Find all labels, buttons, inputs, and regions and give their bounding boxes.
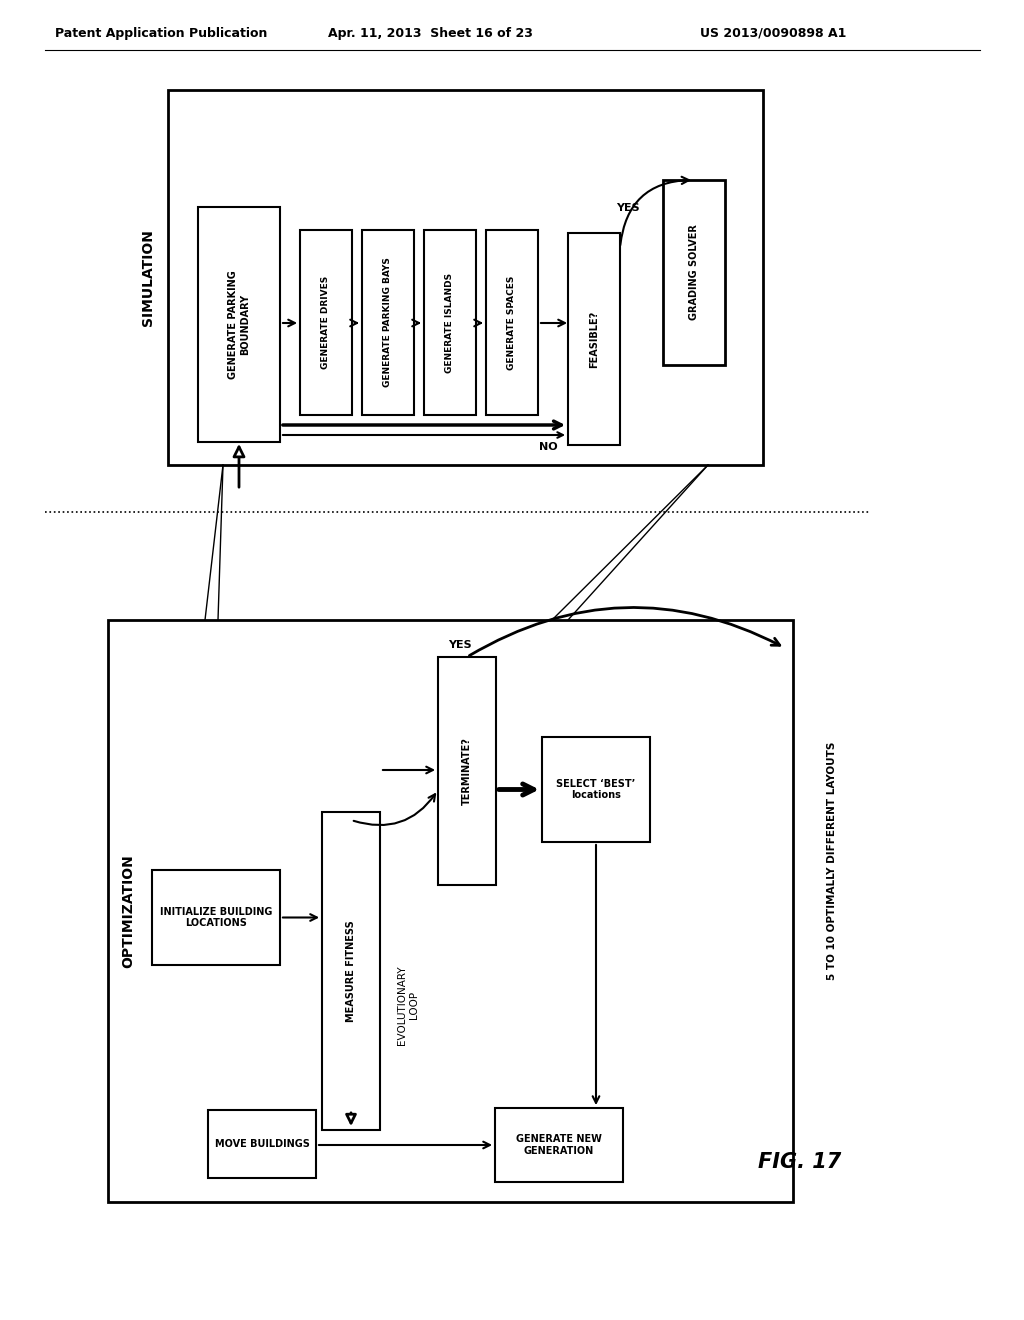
- FancyArrowPatch shape: [469, 607, 779, 656]
- FancyArrowPatch shape: [234, 447, 244, 487]
- Bar: [542, 737, 650, 842]
- Text: OPTIMIZATION: OPTIMIZATION: [121, 854, 135, 968]
- Text: EVOLUTIONARY
LOOP: EVOLUTIONARY LOOP: [397, 965, 419, 1045]
- Text: SELECT ‘BEST’
locations: SELECT ‘BEST’ locations: [556, 779, 636, 800]
- FancyArrowPatch shape: [621, 177, 689, 246]
- Text: FIG. 17: FIG. 17: [758, 1152, 842, 1172]
- FancyArrowPatch shape: [346, 1113, 355, 1123]
- Text: MOVE BUILDINGS: MOVE BUILDINGS: [215, 1139, 309, 1148]
- Text: YES: YES: [449, 640, 472, 649]
- Bar: [438, 657, 496, 884]
- Text: GENERATE DRIVES: GENERATE DRIVES: [322, 276, 331, 370]
- Bar: [568, 234, 620, 445]
- Text: MEASURE FITNESS: MEASURE FITNESS: [346, 920, 356, 1022]
- Bar: [495, 1107, 623, 1181]
- Bar: [168, 90, 763, 465]
- Bar: [486, 230, 538, 414]
- Text: GENERATE NEW
GENERATION: GENERATE NEW GENERATION: [516, 1134, 602, 1156]
- FancyArrowPatch shape: [499, 784, 534, 795]
- Text: GENERATE ISLANDS: GENERATE ISLANDS: [445, 272, 455, 372]
- Text: FEASIBLE?: FEASIBLE?: [589, 310, 599, 368]
- Text: GENERATE PARKING BAYS: GENERATE PARKING BAYS: [384, 257, 392, 388]
- Text: TERMINATE?: TERMINATE?: [462, 737, 472, 805]
- Text: 5 TO 10 OPTIMALLY DIFFERENT LAYOUTS: 5 TO 10 OPTIMALLY DIFFERENT LAYOUTS: [827, 742, 837, 981]
- Text: Patent Application Publication: Patent Application Publication: [55, 26, 267, 40]
- FancyArrowPatch shape: [353, 795, 435, 825]
- Bar: [208, 1110, 316, 1177]
- Text: GENERATE SPACES: GENERATE SPACES: [508, 276, 516, 370]
- Bar: [362, 230, 414, 414]
- Bar: [322, 812, 380, 1130]
- Text: INITIALIZE BUILDING
LOCATIONS: INITIALIZE BUILDING LOCATIONS: [160, 907, 272, 928]
- Bar: [424, 230, 476, 414]
- Text: GENERATE PARKING
BOUNDARY: GENERATE PARKING BOUNDARY: [228, 271, 250, 379]
- Bar: [108, 620, 793, 1203]
- Bar: [198, 207, 280, 442]
- Text: SIMULATION: SIMULATION: [141, 230, 155, 326]
- Text: GRADING SOLVER: GRADING SOLVER: [689, 224, 699, 321]
- Text: NO: NO: [539, 442, 557, 451]
- Bar: [152, 870, 280, 965]
- Text: YES: YES: [616, 203, 640, 213]
- Text: US 2013/0090898 A1: US 2013/0090898 A1: [700, 26, 847, 40]
- Bar: [300, 230, 352, 414]
- Bar: [663, 180, 725, 366]
- Text: Apr. 11, 2013  Sheet 16 of 23: Apr. 11, 2013 Sheet 16 of 23: [328, 26, 532, 40]
